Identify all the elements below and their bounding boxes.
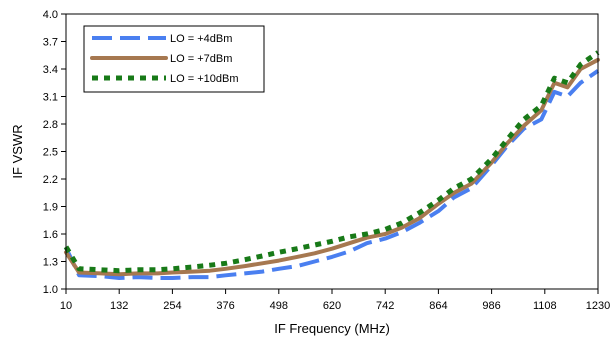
series-layer [63,50,600,280]
x-tick-label: 864 [429,300,447,312]
x-tick-label: 376 [216,300,234,312]
x-tick-label: 742 [376,300,394,312]
y-tick-label: 4.0 [43,9,58,21]
x-tick-label: 498 [270,300,288,312]
x-tick-label: 986 [482,300,500,312]
x-tick-label: 620 [323,300,341,312]
y-axis-title: IF VSWR [10,124,25,178]
x-tick-label: 10 [60,300,72,312]
y-tick-label: 1.6 [43,229,58,241]
y-axis-ticks: 1.0 1.3 1.6 1.9 2.2 2.5 2.8 3.1 3.4 3.7 4.0 [43,9,66,296]
x-tick-label: 1108 [533,300,557,312]
x-axis-title: IF Frequency (MHz) [274,321,390,336]
y-tick-label: 2.5 [43,147,58,159]
y-tick-label: 3.1 [43,92,58,104]
legend-label-3: LO = +10dBm [170,73,239,85]
series-line-2 [64,57,600,277]
x-tick-label: 1230 [586,300,610,312]
x-axis-ticks: 10 132 254 376 498 620 742 864 986 1108 1230 [60,289,610,312]
x-tick-label: 254 [163,300,181,312]
legend-label-2: LO = +7dBm [170,53,232,65]
y-tick-label: 3.7 [43,37,58,49]
y-tick-label: 1.9 [43,202,58,214]
y-tick-label: 2.8 [43,119,58,131]
x-tick-label: 132 [110,300,128,312]
y-tick-label: 3.4 [43,64,58,76]
y-tick-label: 1.0 [43,284,58,296]
series-line-3 [63,50,600,274]
y-tick-label: 1.3 [43,257,58,269]
y-tick-label: 2.2 [43,174,58,186]
legend: LO = +4dBm LO = +7dBm LO = +10dBm [83,25,265,93]
plot-area-frame [65,13,599,290]
legend-label-1: LO = +4dBm [170,33,232,45]
